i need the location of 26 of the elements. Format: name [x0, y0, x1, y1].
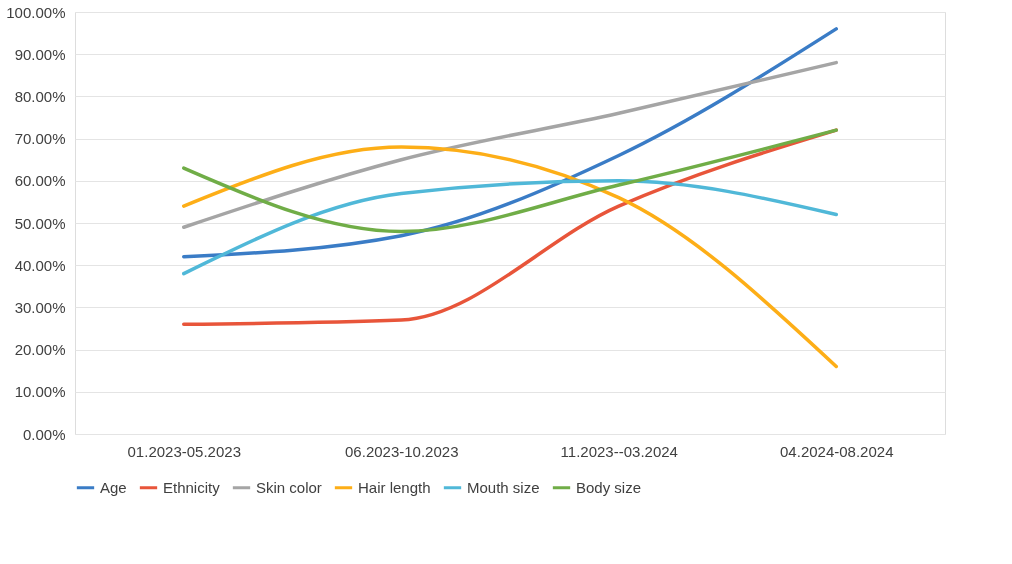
x-tick-label: 04.2024-08.2024 [780, 442, 894, 460]
x-tick-label: 06.2023-10.2023 [345, 442, 459, 460]
y-tick-label: 40.00% [14, 256, 66, 274]
y-tick-label: 100.00% [6, 3, 66, 21]
y-tick-label: 90.00% [14, 45, 66, 63]
legend-label: Age [100, 478, 127, 496]
line-series [182, 27, 838, 259]
line-series [182, 128, 838, 234]
x-tick-label: 01.2023-05.2023 [127, 442, 241, 460]
y-tick-label: 0.00% [22, 425, 66, 443]
y-tick-label: 30.00% [14, 298, 66, 316]
x-tick-label: 11.2023--03.2024 [560, 442, 678, 460]
line-series [182, 60, 838, 229]
legend-label: Mouth size [467, 478, 540, 496]
y-tick-label: 60.00% [14, 172, 66, 190]
legend-label: Body size [576, 478, 642, 496]
y-tick-label: 70.00% [14, 130, 66, 148]
legend-label: Hair length [358, 478, 431, 496]
y-tick-label: 80.00% [14, 87, 66, 105]
legend-label: Skin color [256, 478, 322, 496]
legend-label: Ethnicity [163, 478, 221, 496]
y-tick-label: 10.00% [14, 383, 66, 401]
y-tick-label: 20.00% [14, 341, 66, 359]
line-series [182, 145, 838, 369]
y-tick-label: 50.00% [14, 214, 66, 232]
line-series [182, 179, 838, 276]
